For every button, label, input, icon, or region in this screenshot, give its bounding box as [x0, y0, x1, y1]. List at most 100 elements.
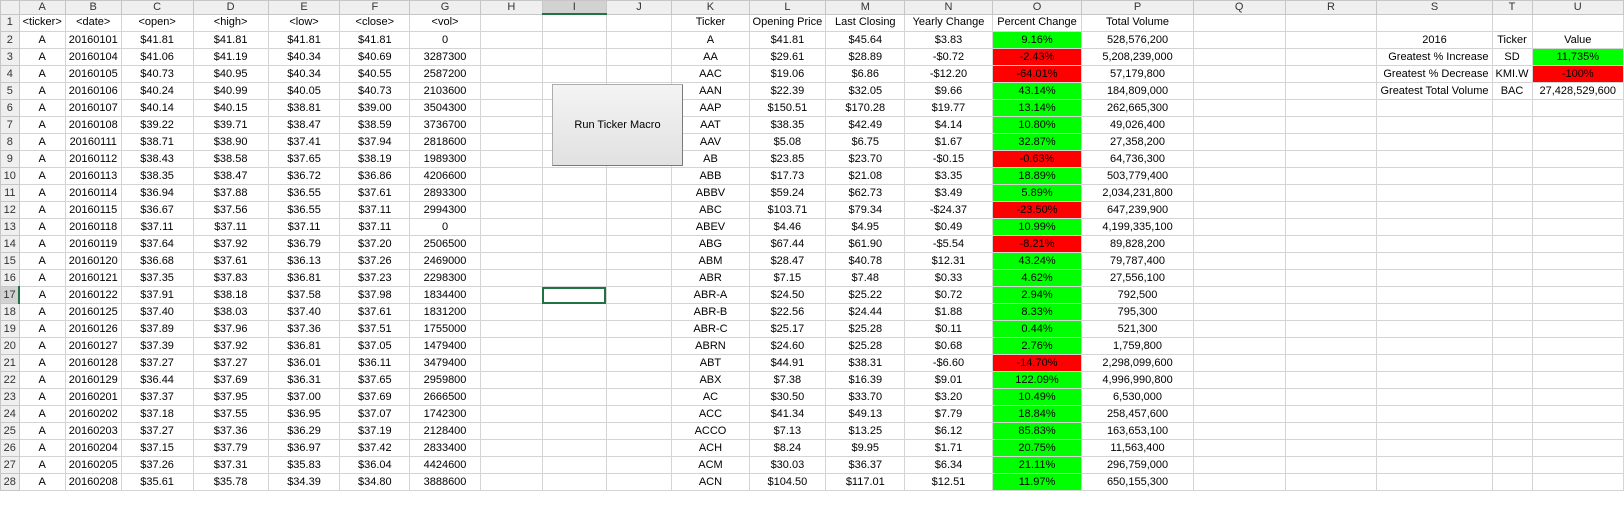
cell[interactable] — [541, 286, 607, 304]
cell[interactable]: -100% — [1531, 65, 1624, 83]
cell[interactable] — [1192, 320, 1286, 338]
cell[interactable] — [1376, 201, 1493, 219]
cell[interactable]: $103.71 — [748, 201, 827, 219]
cell[interactable] — [605, 439, 673, 457]
cell[interactable]: A — [18, 337, 66, 355]
row-header[interactable]: 10 — [0, 167, 20, 185]
cell[interactable] — [479, 371, 543, 389]
cell[interactable]: $28.47 — [748, 252, 827, 270]
row-header[interactable]: 7 — [0, 116, 20, 134]
cell[interactable] — [541, 371, 607, 389]
cell[interactable]: $37.26 — [120, 456, 194, 474]
column-header[interactable]: B — [64, 0, 122, 15]
cell[interactable]: $3.49 — [904, 184, 993, 202]
cell[interactable] — [1491, 167, 1533, 185]
column-header[interactable]: J — [605, 0, 673, 15]
cell[interactable]: $7.48 — [825, 269, 906, 287]
cell[interactable] — [1531, 252, 1624, 270]
cell[interactable] — [1192, 48, 1286, 66]
cell[interactable]: BAC — [1491, 82, 1533, 100]
cell[interactable] — [605, 337, 673, 355]
cell[interactable]: -$6.60 — [904, 354, 993, 372]
cell[interactable]: $41.81 — [192, 31, 269, 49]
cell[interactable] — [541, 252, 607, 270]
cell[interactable] — [1376, 13, 1493, 32]
cell[interactable] — [605, 167, 673, 185]
cell[interactable]: $37.11 — [267, 218, 341, 236]
cell[interactable]: A — [18, 133, 66, 151]
cell[interactable] — [1192, 235, 1286, 253]
cell[interactable]: $37.61 — [339, 303, 411, 321]
cell[interactable]: A — [18, 201, 66, 219]
cell[interactable]: 503,779,400 — [1081, 167, 1194, 185]
cell[interactable]: $30.50 — [748, 388, 827, 406]
cell[interactable] — [1491, 337, 1533, 355]
cell[interactable]: AC — [671, 388, 750, 406]
cell[interactable]: $6.75 — [825, 133, 906, 151]
cell[interactable]: 184,809,000 — [1081, 82, 1194, 100]
cell[interactable]: 2994300 — [409, 201, 481, 219]
cell[interactable]: $24.50 — [748, 286, 827, 304]
cell[interactable]: $6.12 — [904, 422, 993, 440]
cell[interactable] — [479, 65, 543, 83]
cell[interactable]: 792,500 — [1081, 286, 1194, 304]
run-ticker-macro-button[interactable]: Run Ticker Macro — [552, 84, 683, 166]
cell[interactable]: $37.00 — [267, 388, 341, 406]
column-header[interactable]: Q — [1192, 0, 1286, 15]
row-header[interactable]: 13 — [0, 218, 20, 236]
cell[interactable]: A — [18, 82, 66, 100]
cell[interactable] — [1192, 422, 1286, 440]
cell[interactable] — [1284, 133, 1378, 151]
cell[interactable]: <date> — [64, 13, 122, 32]
cell[interactable] — [605, 303, 673, 321]
cell[interactable] — [605, 354, 673, 372]
cell[interactable]: 3736700 — [409, 116, 481, 134]
cell[interactable]: 3504300 — [409, 99, 481, 117]
cell[interactable]: 122.09% — [991, 371, 1083, 389]
cell[interactable] — [1284, 235, 1378, 253]
cell[interactable]: $41.19 — [192, 48, 269, 66]
cell[interactable]: $37.39 — [120, 337, 194, 355]
column-header[interactable]: H — [479, 0, 543, 15]
row-header[interactable]: 6 — [0, 99, 20, 117]
cell[interactable]: A — [18, 405, 66, 423]
cell[interactable]: $35.78 — [192, 473, 269, 491]
cell[interactable] — [1284, 286, 1378, 304]
cell[interactable]: 1,759,800 — [1081, 337, 1194, 355]
cell[interactable]: 10.49% — [991, 388, 1083, 406]
cell[interactable] — [1192, 13, 1286, 32]
cell[interactable]: 2.76% — [991, 337, 1083, 355]
cell[interactable]: $37.98 — [339, 286, 411, 304]
cell[interactable]: AAP — [671, 99, 750, 117]
cell[interactable]: $9.66 — [904, 82, 993, 100]
row-header[interactable]: 22 — [0, 371, 20, 389]
cell[interactable]: <ticker> — [18, 13, 66, 32]
cell[interactable]: $40.34 — [267, 65, 341, 83]
cell[interactable] — [1376, 354, 1493, 372]
cell[interactable]: A — [18, 31, 66, 49]
cell[interactable]: $37.20 — [339, 235, 411, 253]
cell[interactable]: 85.83% — [991, 422, 1083, 440]
cell[interactable]: Greatest % Increase — [1376, 48, 1493, 66]
cell[interactable]: 1479400 — [409, 337, 481, 355]
cell[interactable] — [1284, 184, 1378, 202]
cell[interactable]: A — [18, 388, 66, 406]
cell[interactable] — [1491, 116, 1533, 134]
row-header[interactable]: 26 — [0, 439, 20, 457]
row-header[interactable]: 28 — [0, 473, 20, 491]
cell[interactable]: $0.49 — [904, 218, 993, 236]
cell[interactable]: $34.80 — [339, 473, 411, 491]
cell[interactable]: $41.81 — [267, 31, 341, 49]
cell[interactable]: $36.37 — [825, 456, 906, 474]
row-header[interactable]: 18 — [0, 303, 20, 321]
cell[interactable] — [1491, 320, 1533, 338]
cell[interactable]: $3.20 — [904, 388, 993, 406]
cell[interactable]: 2,298,099,600 — [1081, 354, 1194, 372]
cell[interactable]: Value — [1531, 31, 1624, 49]
cell[interactable] — [1491, 371, 1533, 389]
cell[interactable] — [605, 371, 673, 389]
cell[interactable] — [541, 388, 607, 406]
cell[interactable]: -0.63% — [991, 150, 1083, 168]
cell[interactable]: ABM — [671, 252, 750, 270]
cell[interactable]: AA — [671, 48, 750, 66]
